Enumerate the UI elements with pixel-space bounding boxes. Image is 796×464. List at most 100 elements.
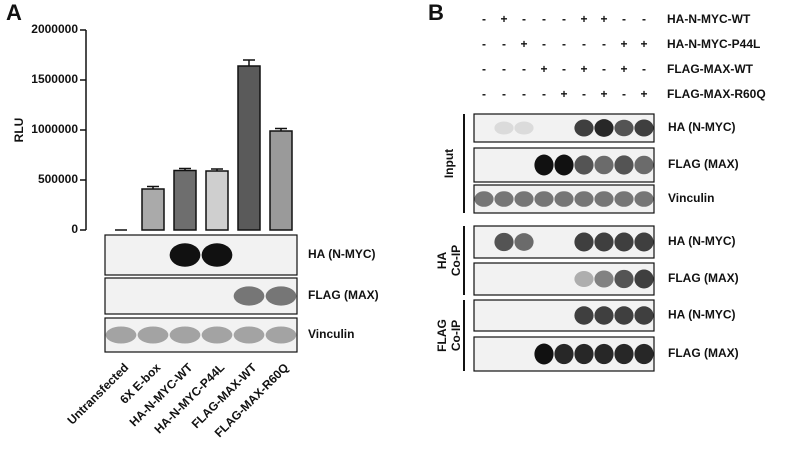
blot-label: HA (N-MYC) [668, 234, 736, 248]
band [534, 154, 554, 176]
panel-label: A [6, 0, 22, 25]
band [554, 191, 574, 207]
band [534, 343, 554, 365]
band [594, 155, 614, 175]
band [634, 119, 654, 137]
sign: + [640, 87, 647, 101]
bar [205, 170, 229, 231]
error-bar [275, 127, 287, 131]
sign: + [520, 37, 527, 51]
band [614, 155, 634, 175]
blot-label: FLAG (MAX) [308, 288, 379, 302]
band [201, 243, 233, 267]
sign: - [582, 87, 586, 101]
band [494, 191, 514, 207]
error-bar [211, 168, 223, 171]
sign: - [482, 12, 486, 26]
error-bar [179, 167, 191, 171]
sign: + [580, 12, 587, 26]
sign: - [622, 87, 626, 101]
band [594, 119, 614, 137]
sign: - [502, 87, 506, 101]
band [514, 121, 534, 135]
band [233, 286, 265, 306]
band [614, 119, 634, 137]
band [594, 191, 614, 207]
y-tick-label: 0 [71, 222, 78, 236]
sign: - [582, 37, 586, 51]
error-bar [147, 185, 159, 189]
sign: + [640, 37, 647, 51]
sign: - [482, 62, 486, 76]
sign: - [542, 37, 546, 51]
band [554, 343, 574, 365]
band [514, 233, 534, 251]
y-tick-label: 1000000 [31, 122, 78, 136]
error-bar [243, 59, 255, 66]
sign: + [600, 12, 607, 26]
sign: + [500, 12, 507, 26]
band [634, 232, 654, 252]
sign: + [540, 62, 547, 76]
band [574, 343, 594, 365]
band [554, 154, 574, 176]
sign: - [502, 37, 506, 51]
sign: + [620, 37, 627, 51]
band [594, 232, 614, 252]
band [614, 306, 634, 325]
sign: + [600, 87, 607, 101]
blot-label: FLAG (MAX) [668, 271, 739, 285]
band [265, 286, 297, 306]
panel-label: B [428, 0, 444, 25]
sign: - [542, 87, 546, 101]
blot [104, 277, 298, 315]
band [534, 191, 554, 207]
band [233, 326, 265, 344]
group-label: HA [435, 252, 449, 270]
sign: - [482, 87, 486, 101]
blot-label: Vinculin [308, 327, 354, 341]
bar [173, 169, 197, 231]
sign: - [562, 12, 566, 26]
band [169, 326, 201, 344]
band [574, 155, 594, 175]
band [514, 191, 534, 207]
band [594, 343, 614, 365]
sign: - [622, 12, 626, 26]
band [594, 270, 614, 288]
bar [141, 188, 165, 231]
band [574, 271, 594, 287]
band [494, 121, 514, 135]
sign: - [642, 12, 646, 26]
band [634, 155, 654, 175]
group-label: FLAG [435, 319, 449, 352]
sign: - [562, 37, 566, 51]
bar [269, 130, 293, 231]
sign: - [542, 12, 546, 26]
sign: + [580, 62, 587, 76]
blot-label: HA (N-MYC) [668, 308, 736, 322]
construct-label: HA-N-MYC-WT [667, 12, 751, 26]
group-label: Co-IP [449, 245, 463, 276]
band [201, 326, 233, 344]
band [494, 232, 514, 252]
band [574, 232, 594, 252]
band [169, 243, 201, 267]
band [574, 306, 594, 325]
y-tick-label: 2000000 [31, 22, 78, 36]
blot-label: Vinculin [668, 191, 714, 205]
group-label: Input [442, 149, 456, 178]
band [634, 343, 654, 365]
blot-label: FLAG (MAX) [668, 157, 739, 171]
y-axis-label: RLU [12, 118, 26, 143]
blot-label: HA (N-MYC) [668, 120, 736, 134]
bar [237, 65, 261, 231]
band [265, 326, 297, 344]
band [105, 326, 137, 344]
sign: - [642, 62, 646, 76]
band [614, 191, 634, 207]
sign: - [562, 62, 566, 76]
sign: - [522, 87, 526, 101]
blot [104, 234, 298, 276]
